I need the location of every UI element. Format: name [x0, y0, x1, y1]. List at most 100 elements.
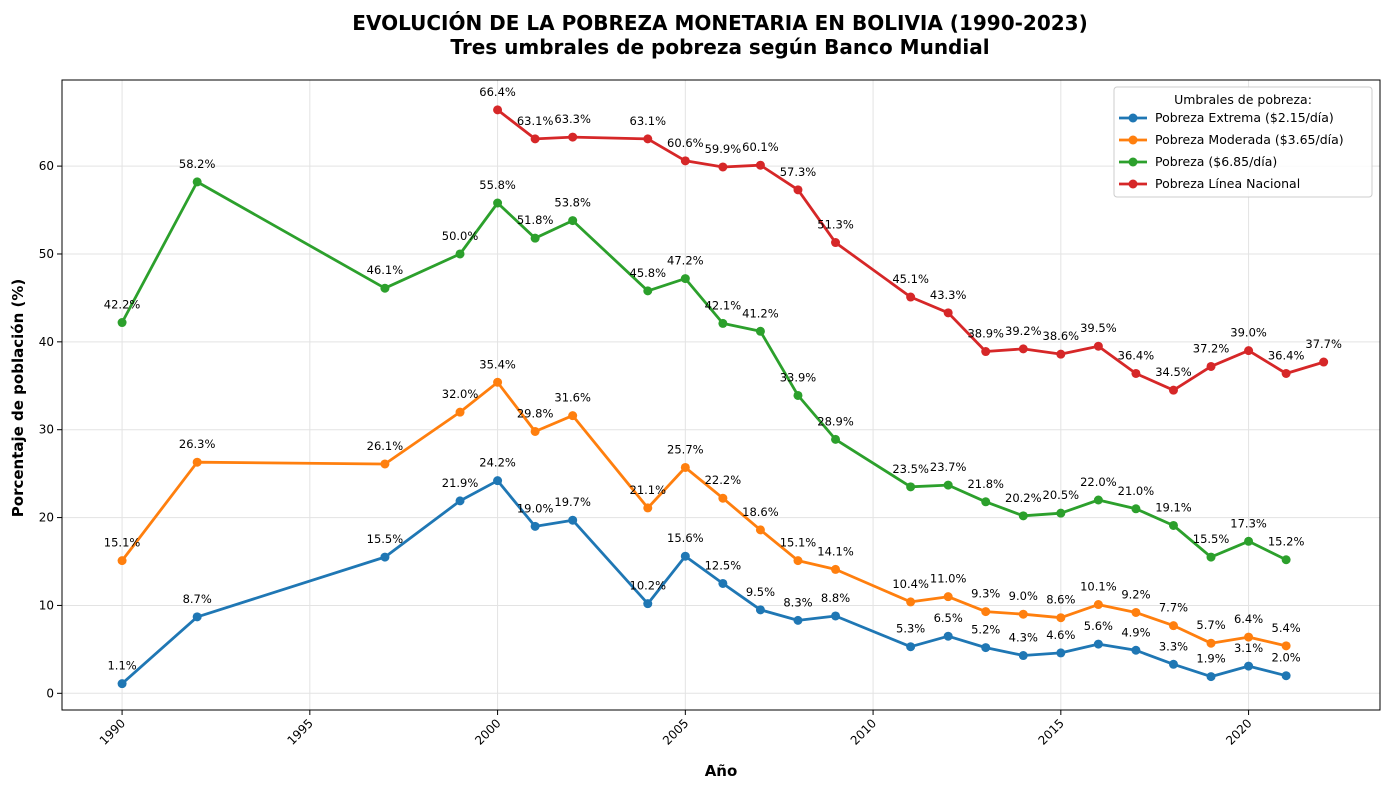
data-label: 15.6%: [667, 531, 704, 545]
data-labels-layer: 1.1% 8.7% 15.5% 21.9%24.2% 19.0% 19.7% 10.2% 15…: [104, 85, 1342, 673]
data-point: [831, 434, 841, 444]
data-point: [943, 592, 953, 602]
data-label: 4.9%: [1121, 625, 1150, 639]
data-label: 26.3%: [179, 437, 216, 451]
data-label: 45.1%: [892, 272, 929, 286]
data-point: [643, 286, 653, 296]
data-label: 41.2%: [742, 306, 779, 320]
data-label: 46.1%: [367, 263, 404, 277]
plot-frame: [61, 79, 1381, 711]
data-label: 50.0%: [442, 229, 479, 243]
data-point: [793, 390, 803, 400]
data-point: [530, 521, 540, 531]
data-label: 5.2%: [971, 623, 1000, 637]
data-label: 5.6%: [1084, 619, 1113, 633]
data-label: 15.1%: [104, 536, 141, 550]
data-point: [755, 525, 765, 535]
series-line-2: [120, 380, 1287, 648]
data-point: [793, 615, 803, 625]
y-tick-label: 40: [39, 335, 54, 349]
y-tick-label: 10: [39, 598, 54, 612]
data-point: [906, 597, 916, 607]
data-label: 58.2%: [179, 157, 216, 171]
data-point: [643, 599, 653, 609]
data-point: [1281, 368, 1291, 378]
data-point: [117, 679, 127, 689]
data-point: [1131, 368, 1141, 378]
data-label: 11.0%: [930, 572, 967, 586]
data-label: 10.1%: [1080, 580, 1117, 594]
data-point: [1093, 495, 1103, 505]
data-label: 39.0%: [1230, 326, 1267, 340]
data-label: 63.1%: [630, 114, 667, 128]
data-point: [192, 177, 202, 187]
data-point: [1056, 508, 1066, 518]
data-point: [1281, 671, 1291, 681]
legend-entry-2: Pobreza Moderada ($3.65/día): [1155, 132, 1344, 147]
data-label: 36.4%: [1268, 348, 1305, 362]
data-label: 15.5%: [1193, 532, 1230, 546]
data-label: 18.6%: [742, 505, 779, 519]
data-label: 4.3%: [1009, 631, 1038, 645]
data-point: [943, 480, 953, 490]
data-point: [455, 407, 465, 417]
data-point: [831, 238, 841, 248]
data-point: [906, 482, 916, 492]
data-label: 63.1%: [517, 114, 554, 128]
data-label: 8.7%: [183, 592, 212, 606]
data-point: [530, 426, 540, 436]
data-label: 25.7%: [667, 442, 704, 456]
data-point: [643, 503, 653, 513]
data-label: 15.5%: [367, 532, 404, 546]
legend-box: [1113, 86, 1373, 198]
data-label: 21.9%: [442, 476, 479, 490]
data-point: [680, 156, 690, 166]
legend-swatch-marker: [1128, 113, 1138, 123]
data-point: [1093, 600, 1103, 610]
data-point: [755, 326, 765, 336]
data-point: [718, 318, 728, 328]
x-tick-label: 2010: [848, 716, 879, 747]
data-point: [1168, 621, 1178, 631]
x-tick-label: 1995: [284, 716, 315, 747]
legend-title: Umbrales de pobreza:: [1174, 92, 1312, 107]
y-tick-label: 30: [39, 423, 54, 437]
chart-subtitle: Tres umbrales de pobreza según Banco Mun…: [450, 35, 989, 59]
data-point: [643, 134, 653, 144]
data-label: 9.3%: [971, 587, 1000, 601]
x-tick-label: 1990: [97, 716, 128, 747]
x-tick-label: 2005: [660, 716, 691, 747]
legend: Umbrales de pobreza: Pobreza Extrema ($2…: [1113, 86, 1373, 198]
legend-entry-4: Pobreza Línea Nacional: [1155, 176, 1300, 191]
data-label: 32.0%: [442, 387, 479, 401]
data-label: 36.4%: [1118, 348, 1155, 362]
legend-swatch-marker: [1128, 179, 1138, 189]
data-point: [943, 631, 953, 641]
data-label: 28.9%: [817, 414, 854, 428]
data-point: [943, 308, 953, 318]
data-point: [718, 493, 728, 503]
data-point: [831, 564, 841, 574]
data-label: 53.8%: [554, 196, 591, 210]
data-label: 37.2%: [1193, 341, 1230, 355]
data-point: [1244, 661, 1254, 671]
data-label: 42.1%: [705, 298, 742, 312]
data-point: [1131, 504, 1141, 514]
data-point: [568, 411, 578, 421]
data-point: [793, 185, 803, 195]
data-point: [1018, 651, 1028, 661]
data-label: 1.1%: [107, 659, 136, 673]
data-label: 3.1%: [1234, 641, 1263, 655]
data-point: [981, 497, 991, 507]
data-label: 8.3%: [783, 595, 812, 609]
data-label: 6.4%: [1234, 612, 1263, 626]
data-label: 21.1%: [630, 483, 667, 497]
data-label: 14.1%: [817, 544, 854, 558]
legend-entry-1: Pobreza Extrema ($2.15/día): [1155, 110, 1334, 125]
series-line-1: [121, 479, 1287, 685]
data-label: 7.7%: [1159, 601, 1188, 615]
data-label: 4.6%: [1046, 628, 1075, 642]
data-label: 21.0%: [1118, 484, 1155, 498]
data-label: 20.5%: [1043, 488, 1080, 502]
